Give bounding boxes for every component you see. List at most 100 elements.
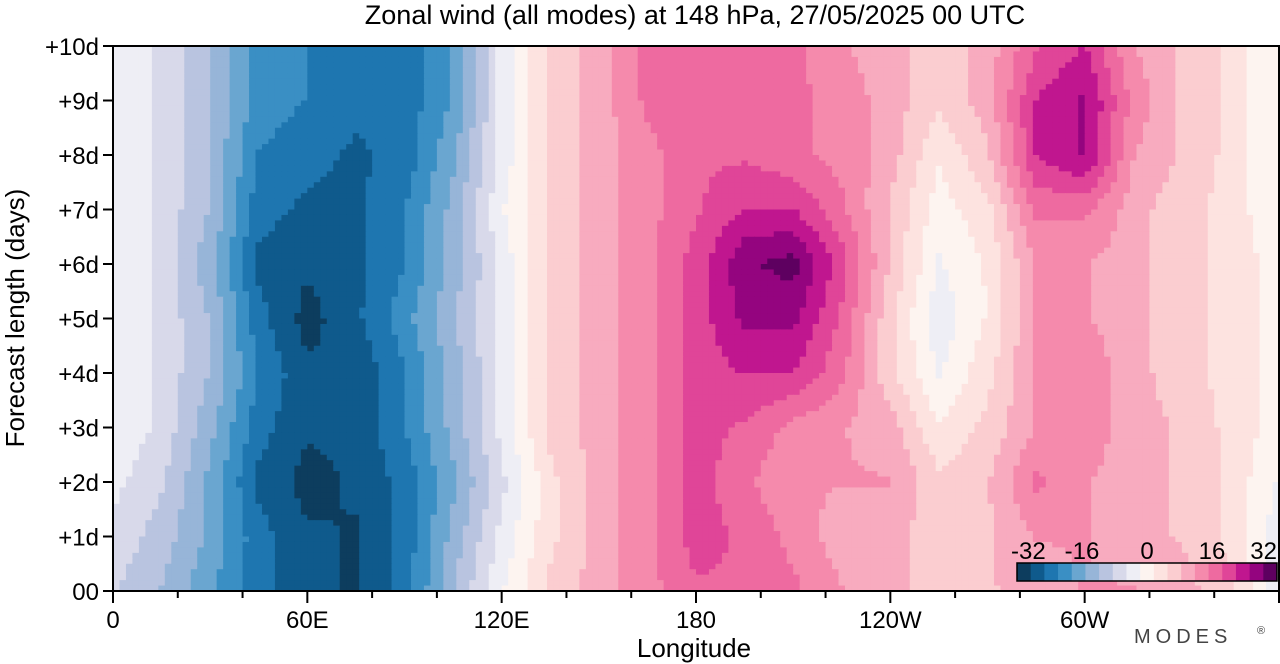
heatmap-cell	[708, 46, 717, 53]
heatmap-cell	[203, 62, 211, 69]
heatmap-cell	[896, 165, 904, 172]
heatmap-cell	[585, 62, 593, 69]
heatmap-cell	[1071, 138, 1079, 145]
heatmap-cell	[877, 193, 885, 200]
heatmap-cell	[508, 133, 516, 140]
heatmap-cell	[1091, 56, 1099, 63]
heatmap-cell	[734, 116, 742, 123]
heatmap-cell	[482, 176, 490, 183]
heatmap-cell	[715, 105, 723, 112]
heatmap-cell	[611, 78, 619, 85]
heatmap-cell	[683, 84, 691, 91]
heatmap-cell	[313, 193, 321, 200]
heatmap-cell	[1039, 165, 1047, 172]
heatmap-cell	[495, 73, 503, 80]
heatmap-cell	[417, 149, 425, 156]
heatmap-cell	[1233, 78, 1241, 85]
heatmap-cell	[1058, 51, 1066, 58]
heatmap-cell	[378, 176, 386, 183]
heatmap-cell	[553, 105, 561, 112]
heatmap-cell	[747, 62, 755, 69]
heatmap-cell	[268, 100, 276, 107]
heatmap-cell	[909, 138, 917, 145]
heatmap-cell	[793, 100, 801, 107]
heatmap-cell	[819, 95, 827, 102]
heatmap-cell	[125, 133, 134, 140]
heatmap-cell	[942, 78, 950, 85]
heatmap-cell	[300, 78, 308, 85]
heatmap-cell	[417, 111, 425, 118]
heatmap-cell	[896, 89, 904, 96]
heatmap-cell	[721, 138, 729, 145]
heatmap-cell	[255, 193, 263, 200]
heatmap-cell	[1155, 67, 1163, 74]
heatmap-cell	[113, 160, 121, 167]
heatmap-cell	[190, 160, 198, 167]
heatmap-cell	[164, 165, 172, 172]
heatmap-cell	[372, 89, 380, 96]
heatmap-cell	[715, 127, 723, 134]
heatmap-cell	[1110, 84, 1118, 91]
heatmap-cell	[274, 187, 283, 194]
heatmap-cell	[851, 95, 859, 102]
heatmap-cell	[1019, 155, 1027, 162]
heatmap-cell	[1032, 165, 1040, 172]
heatmap-cell	[300, 138, 308, 145]
heatmap-cell	[741, 144, 749, 151]
heatmap-cell	[1058, 155, 1066, 162]
heatmap-cell	[877, 62, 885, 69]
heatmap-cell	[838, 46, 846, 53]
heatmap-cell	[495, 122, 503, 129]
heatmap-cell	[171, 160, 179, 167]
heatmap-cell	[728, 182, 736, 189]
heatmap-cell	[1220, 155, 1228, 162]
heatmap-cell	[125, 144, 134, 151]
heatmap-cell	[870, 73, 878, 80]
heatmap-cell	[261, 122, 270, 129]
heatmap-cell	[1266, 122, 1274, 129]
heatmap-cell	[1091, 84, 1099, 91]
heatmap-cell	[922, 56, 930, 63]
heatmap-cell	[365, 193, 373, 200]
heatmap-cell	[942, 187, 950, 194]
heatmap-cell	[715, 133, 723, 140]
heatmap-cell	[1078, 111, 1086, 118]
heatmap-cell	[1097, 111, 1105, 118]
heatmap-cell	[877, 133, 885, 140]
heatmap-cell	[844, 182, 853, 189]
heatmap-cell	[663, 78, 671, 85]
heatmap-cell	[864, 144, 872, 151]
heatmap-cell	[404, 133, 412, 140]
heatmap-cell	[255, 171, 263, 178]
heatmap-cell	[793, 56, 801, 63]
heatmap-cell	[346, 193, 354, 200]
heatmap-cell	[436, 187, 444, 194]
heatmap-cell	[287, 62, 295, 69]
heatmap-cell	[961, 127, 969, 134]
heatmap-cell	[404, 100, 412, 107]
heatmap-cell	[333, 187, 341, 194]
heatmap-cell	[696, 144, 704, 151]
heatmap-cell	[508, 105, 516, 112]
heatmap-cell	[1065, 149, 1073, 156]
heatmap-cell	[307, 100, 315, 107]
heatmap-cell	[1039, 127, 1047, 134]
heatmap-cell	[119, 176, 127, 183]
heatmap-cell	[806, 116, 814, 123]
heatmap-cell	[1168, 73, 1176, 80]
heatmap-cell	[754, 171, 762, 178]
heatmap-cell	[689, 193, 697, 200]
heatmap-cell	[540, 193, 548, 200]
heatmap-cell	[773, 122, 781, 129]
heatmap-cell	[812, 78, 820, 85]
heatmap-cell	[488, 182, 496, 189]
heatmap-cell	[281, 84, 289, 91]
heatmap-cell	[663, 67, 671, 74]
heatmap-cell	[1026, 165, 1034, 172]
heatmap-cell	[1240, 116, 1248, 123]
heatmap-cell	[1045, 160, 1053, 167]
heatmap-cell	[721, 62, 729, 69]
heatmap-cell	[223, 46, 231, 53]
heatmap-cell	[534, 138, 542, 145]
heatmap-cell	[1123, 111, 1131, 118]
